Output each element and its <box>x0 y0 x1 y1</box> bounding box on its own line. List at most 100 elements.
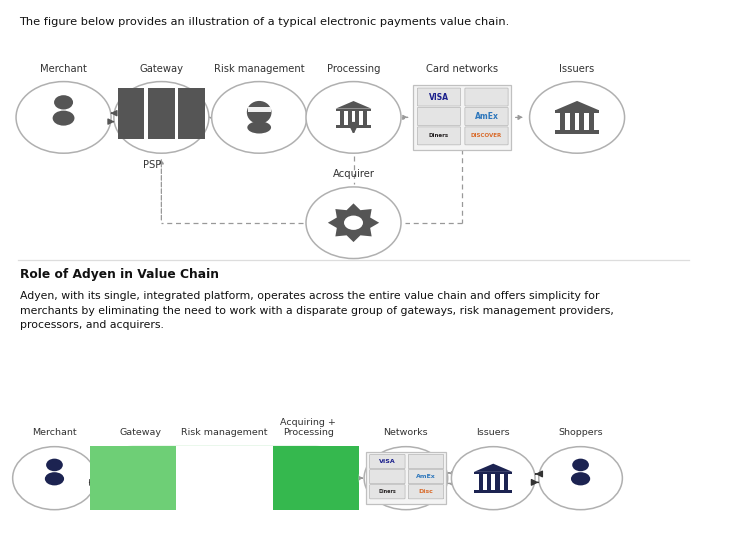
FancyBboxPatch shape <box>141 446 144 510</box>
FancyBboxPatch shape <box>235 446 238 510</box>
FancyBboxPatch shape <box>124 446 127 510</box>
Ellipse shape <box>53 111 75 126</box>
FancyBboxPatch shape <box>213 446 216 510</box>
FancyBboxPatch shape <box>169 446 172 510</box>
FancyBboxPatch shape <box>479 474 482 490</box>
FancyBboxPatch shape <box>275 446 278 510</box>
FancyBboxPatch shape <box>132 446 135 510</box>
FancyBboxPatch shape <box>303 446 306 510</box>
Text: PSP: PSP <box>143 160 161 170</box>
Text: Disc: Disc <box>419 490 434 494</box>
FancyBboxPatch shape <box>233 446 236 510</box>
FancyBboxPatch shape <box>413 85 511 150</box>
FancyBboxPatch shape <box>110 446 113 510</box>
FancyBboxPatch shape <box>408 485 444 499</box>
FancyBboxPatch shape <box>465 108 508 125</box>
FancyBboxPatch shape <box>345 446 348 510</box>
FancyBboxPatch shape <box>155 446 158 510</box>
FancyBboxPatch shape <box>126 446 129 510</box>
FancyBboxPatch shape <box>90 446 93 510</box>
Text: Diners: Diners <box>378 490 396 494</box>
FancyBboxPatch shape <box>294 446 297 510</box>
FancyBboxPatch shape <box>200 446 203 510</box>
Circle shape <box>344 216 363 230</box>
FancyBboxPatch shape <box>202 446 205 510</box>
FancyBboxPatch shape <box>242 446 245 510</box>
FancyBboxPatch shape <box>314 446 317 510</box>
Polygon shape <box>555 101 599 110</box>
FancyBboxPatch shape <box>570 112 575 131</box>
Circle shape <box>212 81 306 153</box>
FancyBboxPatch shape <box>369 485 405 499</box>
FancyBboxPatch shape <box>292 446 295 510</box>
FancyBboxPatch shape <box>184 446 187 510</box>
FancyBboxPatch shape <box>178 119 205 139</box>
FancyBboxPatch shape <box>348 110 351 125</box>
FancyBboxPatch shape <box>349 446 352 510</box>
FancyBboxPatch shape <box>137 446 140 510</box>
Text: Processing: Processing <box>327 64 380 74</box>
FancyBboxPatch shape <box>128 446 131 510</box>
Text: Shoppers: Shoppers <box>558 428 603 437</box>
Ellipse shape <box>247 101 272 124</box>
FancyBboxPatch shape <box>289 446 292 510</box>
FancyBboxPatch shape <box>366 452 446 505</box>
FancyBboxPatch shape <box>240 446 243 510</box>
FancyBboxPatch shape <box>106 446 109 510</box>
FancyBboxPatch shape <box>271 446 274 510</box>
FancyBboxPatch shape <box>90 446 358 510</box>
FancyBboxPatch shape <box>316 446 319 510</box>
FancyBboxPatch shape <box>178 88 205 108</box>
FancyBboxPatch shape <box>280 446 283 510</box>
FancyBboxPatch shape <box>272 446 358 510</box>
Circle shape <box>364 447 448 510</box>
FancyBboxPatch shape <box>474 472 513 474</box>
FancyBboxPatch shape <box>95 446 98 510</box>
FancyBboxPatch shape <box>198 446 201 510</box>
FancyBboxPatch shape <box>269 446 272 510</box>
FancyBboxPatch shape <box>166 446 169 510</box>
FancyBboxPatch shape <box>260 446 263 510</box>
Text: Card networks: Card networks <box>425 64 498 74</box>
FancyBboxPatch shape <box>99 446 102 510</box>
FancyBboxPatch shape <box>135 446 138 510</box>
FancyBboxPatch shape <box>300 446 303 510</box>
FancyBboxPatch shape <box>408 470 444 484</box>
Ellipse shape <box>247 121 271 134</box>
FancyBboxPatch shape <box>244 446 247 510</box>
FancyBboxPatch shape <box>352 446 354 510</box>
FancyBboxPatch shape <box>354 446 357 510</box>
Circle shape <box>306 81 401 153</box>
Circle shape <box>539 447 622 510</box>
FancyBboxPatch shape <box>417 108 460 125</box>
FancyBboxPatch shape <box>298 446 301 510</box>
FancyBboxPatch shape <box>560 112 565 131</box>
FancyBboxPatch shape <box>226 446 229 510</box>
FancyBboxPatch shape <box>218 446 221 510</box>
FancyBboxPatch shape <box>504 474 508 490</box>
FancyBboxPatch shape <box>229 446 232 510</box>
FancyBboxPatch shape <box>258 446 260 510</box>
FancyBboxPatch shape <box>178 103 205 123</box>
FancyBboxPatch shape <box>175 446 178 510</box>
FancyBboxPatch shape <box>246 446 249 510</box>
FancyBboxPatch shape <box>144 446 147 510</box>
FancyBboxPatch shape <box>148 446 151 510</box>
Polygon shape <box>328 203 379 242</box>
FancyBboxPatch shape <box>355 110 360 125</box>
Polygon shape <box>474 464 513 472</box>
FancyBboxPatch shape <box>369 454 405 469</box>
Text: DISCOVER: DISCOVER <box>471 133 502 139</box>
Circle shape <box>54 95 73 110</box>
FancyBboxPatch shape <box>150 446 153 510</box>
Text: Role of Adyen in Value Chain: Role of Adyen in Value Chain <box>19 268 218 280</box>
FancyBboxPatch shape <box>408 454 444 469</box>
FancyBboxPatch shape <box>278 446 280 510</box>
Text: Networks: Networks <box>383 428 428 437</box>
FancyBboxPatch shape <box>555 131 599 134</box>
Text: Merchant: Merchant <box>40 64 87 74</box>
FancyBboxPatch shape <box>146 446 149 510</box>
FancyBboxPatch shape <box>130 446 133 510</box>
FancyBboxPatch shape <box>222 446 225 510</box>
FancyBboxPatch shape <box>283 446 285 510</box>
